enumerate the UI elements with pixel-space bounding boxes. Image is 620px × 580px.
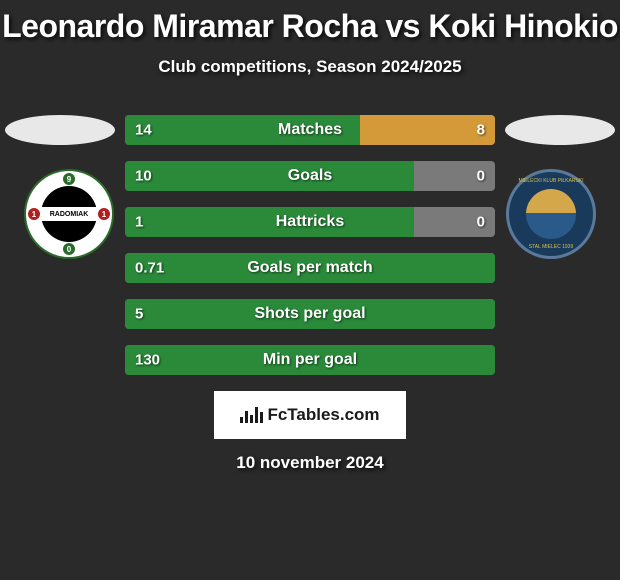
badge-label: RADOMIAK bbox=[41, 207, 97, 221]
date-label: 10 november 2024 bbox=[0, 453, 620, 473]
comparison-card: Leonardo Miramar Rocha vs Koki Hinokio C… bbox=[0, 0, 620, 473]
stats-list: 148Matches 100Goals 10Hattricks 0.71Goals p… bbox=[125, 101, 495, 375]
badge-digit: 9 bbox=[63, 173, 75, 185]
stat-label: Hattricks bbox=[125, 213, 495, 231]
team-left-badge: 9 1 1 0 RADOMIAK bbox=[24, 169, 114, 259]
brand-badge[interactable]: FcTables.com bbox=[214, 391, 406, 439]
stat-row: 100Goals bbox=[125, 161, 495, 191]
badge-text-bottom: STAL MIELEC 1939 bbox=[509, 244, 593, 250]
stat-row: 130Min per goal bbox=[125, 345, 495, 375]
player-left-ellipse bbox=[5, 115, 115, 145]
brand-text: FcTables.com bbox=[267, 405, 379, 425]
stat-label: Shots per goal bbox=[125, 305, 495, 323]
content-area: 9 1 1 0 RADOMIAK MIELECKI KLUB PIŁKARSKI… bbox=[0, 101, 620, 473]
stat-row: 5Shots per goal bbox=[125, 299, 495, 329]
badge-digit: 1 bbox=[28, 208, 40, 220]
badge-digit: 0 bbox=[63, 243, 75, 255]
stat-label: Goals per match bbox=[125, 259, 495, 277]
stat-row: 148Matches bbox=[125, 115, 495, 145]
chart-icon bbox=[240, 407, 263, 423]
player-right-ellipse bbox=[505, 115, 615, 145]
badge-core bbox=[526, 189, 576, 239]
subtitle: Club competitions, Season 2024/2025 bbox=[0, 57, 620, 77]
stat-row: 10Hattricks bbox=[125, 207, 495, 237]
stat-label: Goals bbox=[125, 167, 495, 185]
badge-text-top: MIELECKI KLUB PIŁKARSKI bbox=[509, 178, 593, 184]
stat-label: Min per goal bbox=[125, 351, 495, 369]
team-right-badge: MIELECKI KLUB PIŁKARSKI STAL MIELEC 1939 bbox=[506, 169, 596, 259]
stat-label: Matches bbox=[125, 121, 495, 139]
stat-row: 0.71Goals per match bbox=[125, 253, 495, 283]
page-title: Leonardo Miramar Rocha vs Koki Hinokio bbox=[0, 8, 620, 45]
badge-digit: 1 bbox=[98, 208, 110, 220]
